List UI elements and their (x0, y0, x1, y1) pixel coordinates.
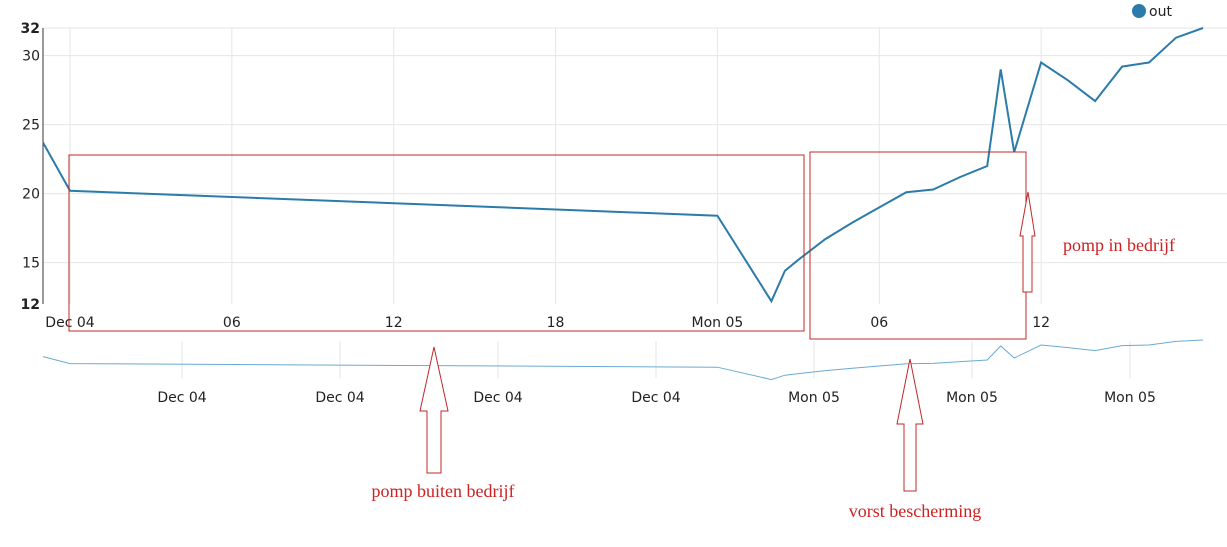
y-tick-label: 15 (22, 256, 40, 272)
annotation-box-pump-off (68, 154, 805, 332)
x-tick-label: Dec 04 (45, 315, 94, 331)
annotation-box-frost (809, 151, 1027, 340)
legend-marker-out (1132, 4, 1146, 18)
y-tick-label: 20 (22, 187, 40, 203)
overview-tick-label: Mon 05 (1104, 390, 1156, 406)
arrow-frost (896, 358, 924, 492)
overview-tick-label: Mon 05 (946, 390, 998, 406)
y-tick-label: 12 (21, 297, 40, 313)
legend[interactable]: out (1132, 4, 1172, 20)
x-tick-labels: Dec 04 06 12 18 Mon 05 06 12 (45, 315, 1050, 331)
overview-tick-label: Mon 05 (788, 390, 840, 406)
annotation-boxes (68, 151, 1027, 340)
x-tick-label: 12 (1032, 315, 1050, 331)
grid (43, 27, 1227, 378)
x-tick-label: 18 (547, 315, 565, 331)
y-tick-label: 25 (22, 118, 40, 134)
annotation-pump-off: pomp buiten bedrijf (372, 481, 515, 501)
x-tick-label: 06 (870, 315, 888, 331)
annotation-pump-on: pomp in bedrijf (1063, 235, 1175, 255)
annotation-frost: vorst bescherming (849, 501, 981, 521)
x-tick-label: 06 (223, 315, 241, 331)
y-tick-label: 32 (21, 21, 40, 37)
x-tick-label: 12 (385, 315, 403, 331)
x-tick-label: Mon 05 (692, 315, 744, 331)
overview-tick-label: Dec 04 (157, 390, 206, 406)
overview-tick-label: Dec 04 (315, 390, 364, 406)
overview-tick-labels: Dec 04 Dec 04 Dec 04 Dec 04 Mon 05 Mon 05 Mon … (157, 390, 1156, 406)
overview-navigator[interactable] (42, 339, 1204, 381)
y-tick-label: 30 (22, 49, 40, 65)
series-line-out (42, 27, 1204, 304)
overview-tick-label: Dec 04 (473, 390, 522, 406)
annotation-arrows (419, 191, 1036, 492)
y-tick-labels: 32 30 25 20 15 12 (21, 21, 40, 313)
overview-series-line (42, 339, 1204, 381)
arrow-pump-on (1019, 191, 1036, 293)
overview-tick-label: Dec 04 (631, 390, 680, 406)
legend-label-out: out (1149, 4, 1172, 20)
arrow-pump-off (419, 346, 449, 474)
